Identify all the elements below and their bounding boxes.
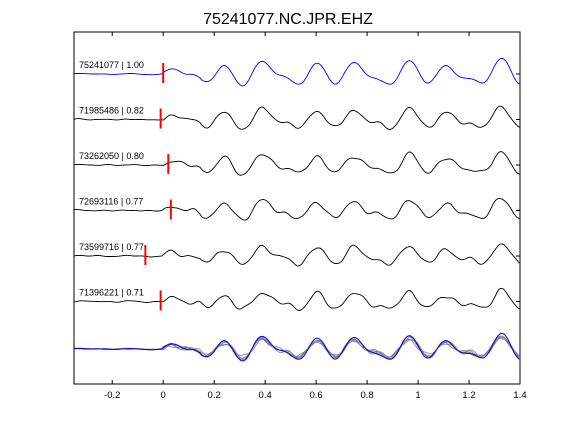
trace-label: 71396221 | 0.71 — [79, 288, 144, 298]
trace-label: 71985486 | 0.82 — [79, 106, 144, 116]
x-tick-label: -0.2 — [104, 390, 120, 401]
plot-frame — [73, 31, 521, 385]
trace-line — [73, 243, 521, 267]
trace-line — [73, 57, 521, 87]
x-axis: -0.2 0 0.2 0.4 0.6 0.8 1 1.2 1.4 — [104, 32, 527, 401]
x-tick-label: 0.2 — [208, 390, 221, 401]
trace-line — [73, 198, 521, 221]
trace-line — [73, 105, 521, 130]
x-tick-label: 1.2 — [462, 390, 475, 401]
overlay-trace-line — [73, 335, 521, 359]
overlay-trace-line — [73, 335, 521, 360]
trace-label: 73262050 | 0.80 — [79, 151, 144, 161]
traces-layer: 75241077 | 1.00 71985486 | 0.82 73262050 |… — [73, 57, 521, 362]
x-tick-label: 1.4 — [513, 390, 526, 401]
x-tick-label: 1 — [415, 390, 420, 401]
x-tick-label: 0.6 — [310, 390, 323, 401]
trace-line — [73, 151, 521, 176]
x-tick-label: 0.8 — [360, 390, 373, 401]
x-tick-label: 0 — [161, 390, 166, 401]
trace-label: 73599716 | 0.77 — [79, 242, 144, 252]
overlay-trace-line — [74, 336, 521, 360]
chart-title: 75241077.NC.JPR.EHZ — [203, 11, 373, 28]
trace-label: 75241077 | 1.00 — [79, 60, 144, 70]
trace-line — [73, 287, 521, 311]
overlay-template-line — [73, 332, 521, 362]
trace-label: 72693116 | 0.77 — [79, 197, 143, 207]
x-tick-label: 0.4 — [259, 390, 272, 401]
